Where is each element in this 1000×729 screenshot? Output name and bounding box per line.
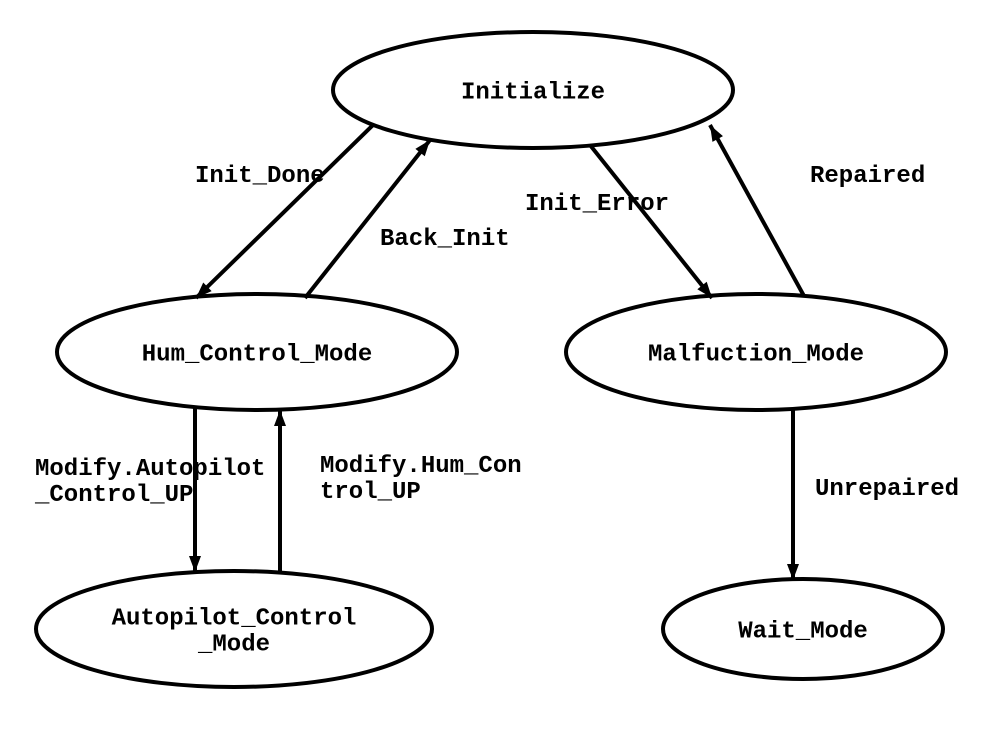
state-diagram: Init_Done Back_Init Init_Error Repaired Modi… [0,0,1000,729]
edge-label-modify_hum: Modify.Hum_Control_UP [320,453,522,506]
edge-label-back_init: Back_Init [380,226,510,253]
node-label-malfunction: Malfuction_Mode [648,341,864,368]
edge-init_error [590,145,712,298]
node-label-initialize: Initialize [461,79,605,106]
edge-label-modify_autopilot: Modify.Autopilot_Control_UP [34,456,265,509]
edge-label-unrepaired: Unrepaired [815,476,959,503]
edge-label-init_error: Init_Error [525,191,669,218]
node-label-autopilot: Autopilot_Control_Mode [112,605,357,658]
arrowhead [274,410,286,426]
arrowhead [189,556,201,572]
node-label-wait: Wait_Mode [738,618,868,645]
node-label-hum_control: Hum_Control_Mode [142,341,372,368]
edge-label-repaired: Repaired [810,163,925,190]
edge-repaired [710,125,804,296]
arrowhead [710,125,723,142]
edge-label-init_done: Init_Done [195,163,325,190]
edge-init_done [196,125,373,298]
